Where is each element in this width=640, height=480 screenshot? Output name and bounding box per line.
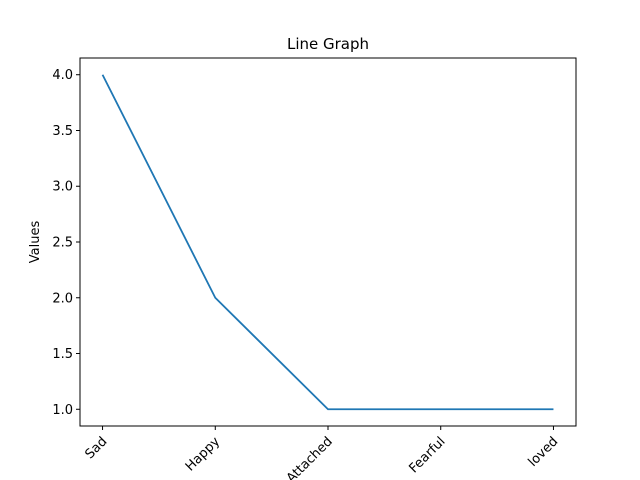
y-tick-label: 2.5 xyxy=(52,236,73,251)
series-layer xyxy=(101,74,554,411)
y-axis-label: Values xyxy=(28,221,43,264)
y-tick-label: 2.0 xyxy=(52,291,73,306)
chart-title: Line Graph xyxy=(287,35,369,53)
x-tick-label: Happy xyxy=(183,434,223,474)
y-axis-ticks: 1.0 1.5 2.0 2.5 3.0 3.5 4.0 xyxy=(52,68,80,418)
y-tick-label: 4.0 xyxy=(52,68,73,83)
y-tick-label: 3.0 xyxy=(52,180,73,195)
y-tick-label: 1.5 xyxy=(52,347,73,362)
y-tick-label: 3.5 xyxy=(52,124,73,139)
x-axis-ticks: Sad Happy Attached Fearful loved xyxy=(82,426,561,480)
series-line xyxy=(101,74,554,411)
y-tick-label: 1.0 xyxy=(52,403,73,418)
x-tick-label: Sad xyxy=(82,434,110,462)
x-tick-label: loved xyxy=(526,434,562,470)
plot-frame xyxy=(79,57,577,427)
x-tick-label: Attached xyxy=(284,434,336,480)
x-tick-label: Fearful xyxy=(406,434,448,476)
